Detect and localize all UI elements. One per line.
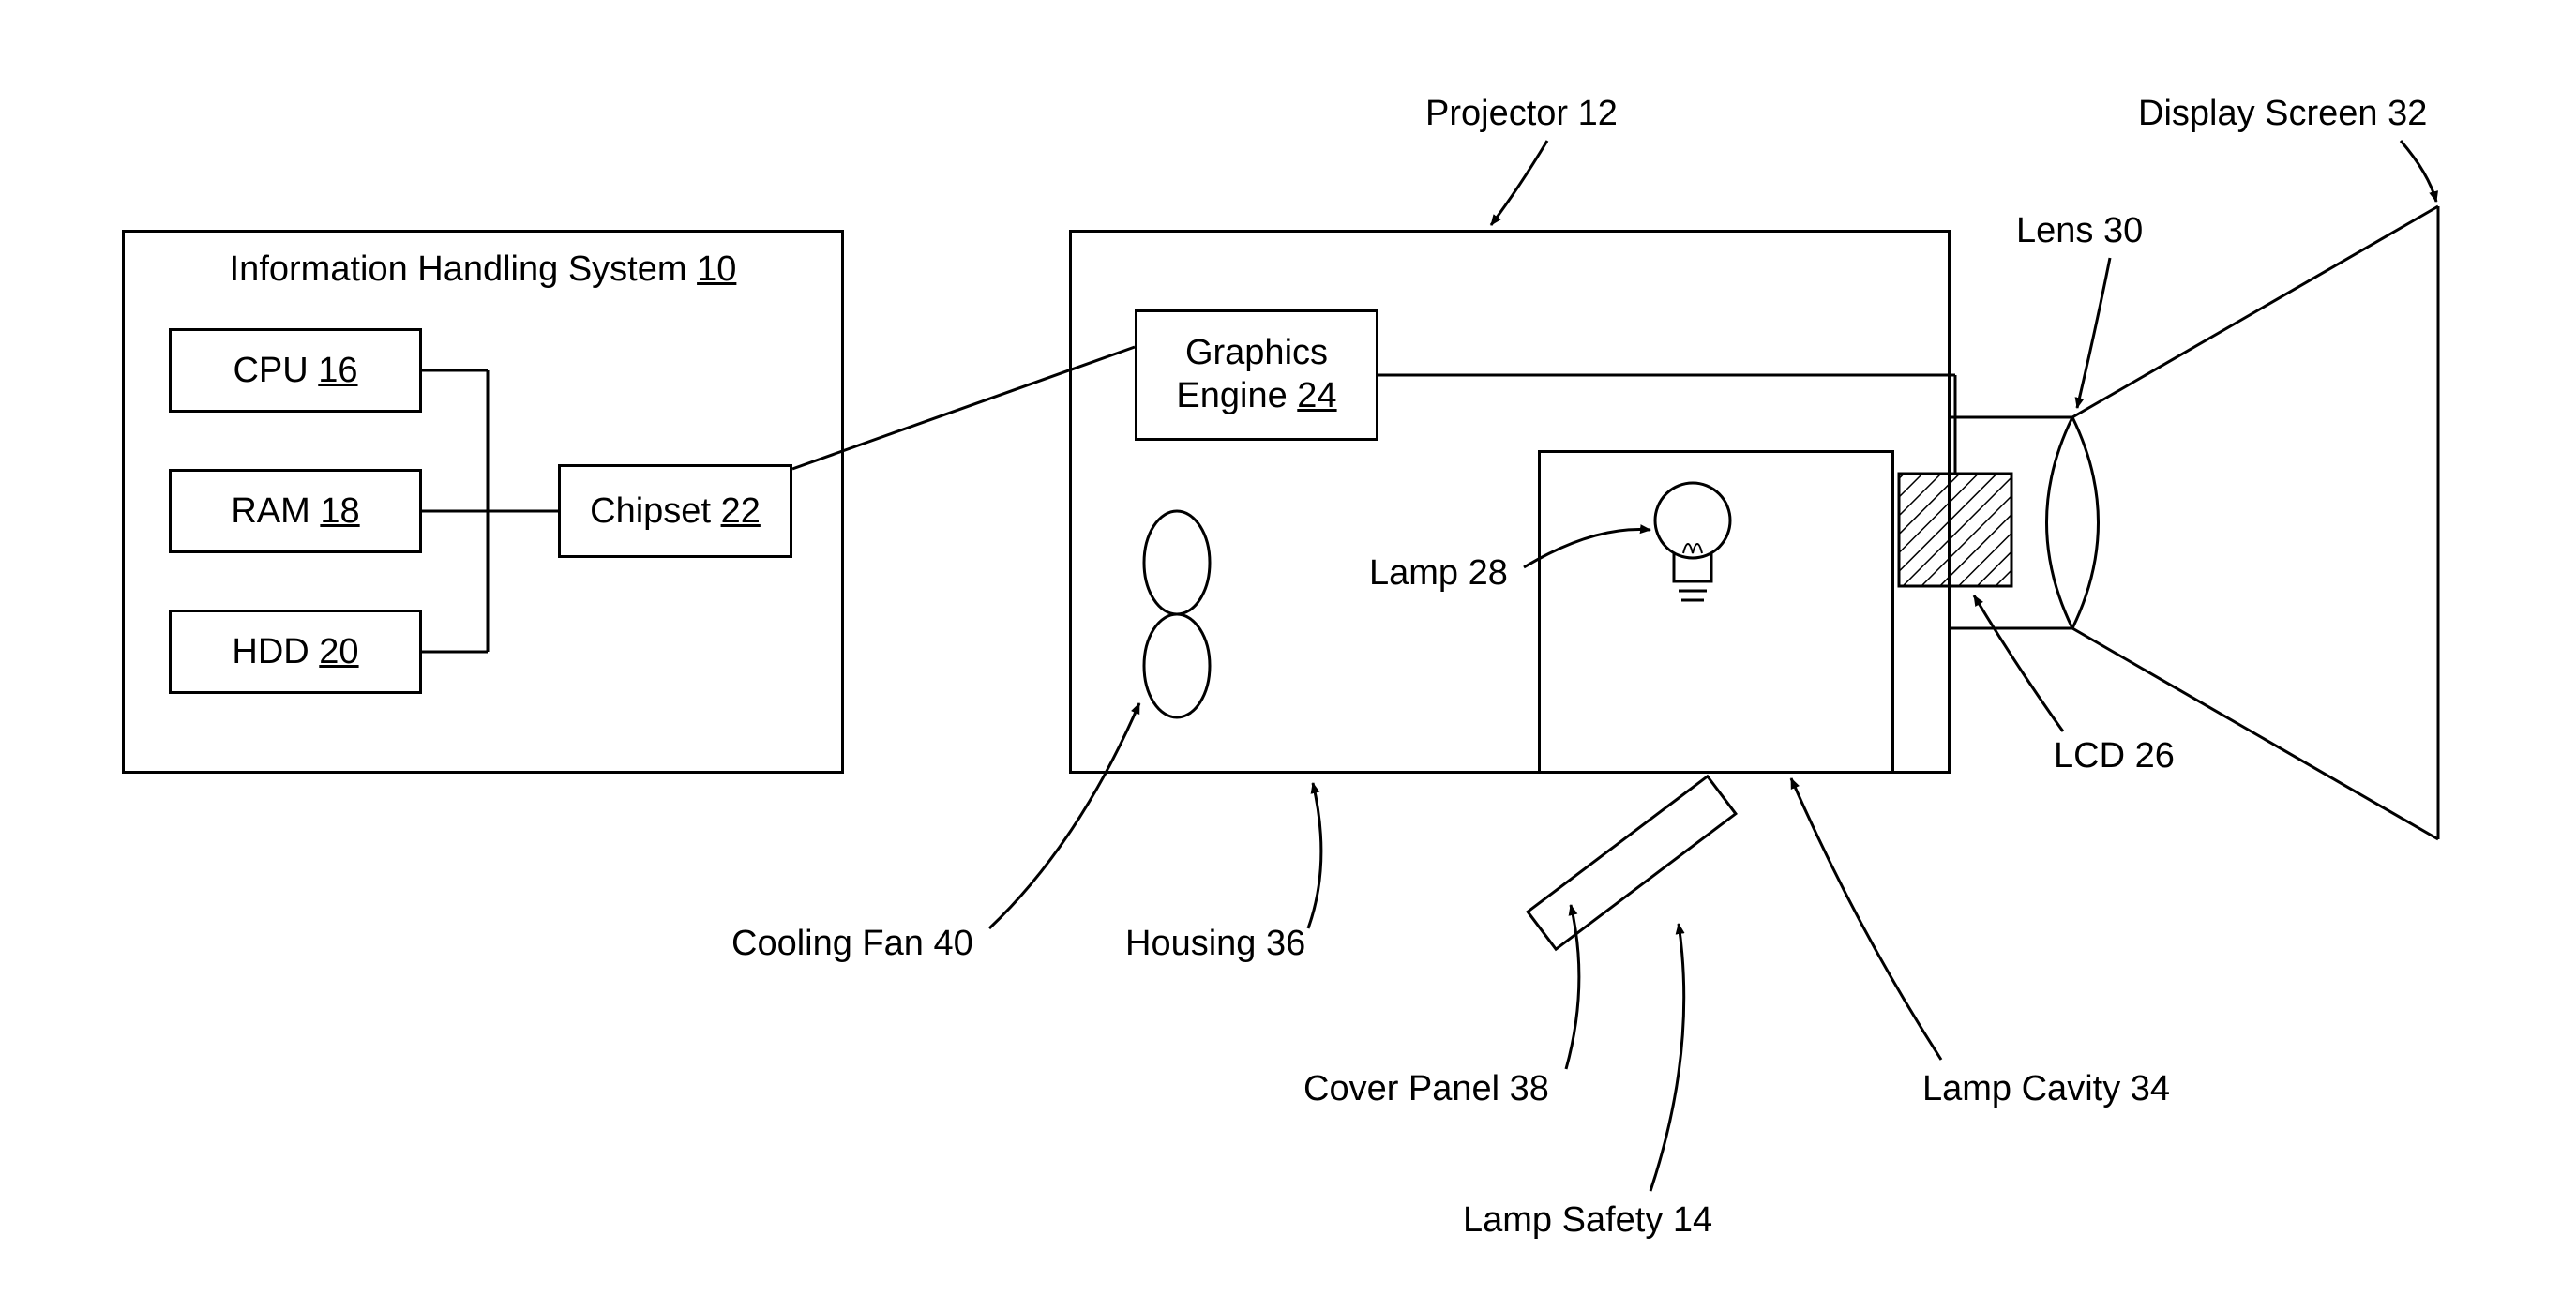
cooling-fan-pointer [989,703,1139,928]
system-diagram: Information Handling System 10 CPU 16 RA… [0,0,2576,1311]
display-screen-pointer [2401,141,2436,202]
fan-blade-bottom [1144,614,1210,717]
lcd-box [1899,474,2011,586]
lamp-safety-pointer [1650,924,1684,1191]
housing-pointer [1308,783,1321,928]
lcd-pointer [1974,595,2063,731]
cover-panel-shape [1528,776,1736,949]
lamp-cavity-pointer [1791,778,1941,1060]
fan-blade-top [1144,511,1210,614]
lens-shape [2072,417,2099,628]
lens-pointer [2077,258,2110,408]
lamp-pointer [1524,530,1650,568]
diagram-svg [0,0,2576,1311]
projector-pointer [1491,141,1547,225]
lamp-bulb-icon [1655,483,1730,600]
